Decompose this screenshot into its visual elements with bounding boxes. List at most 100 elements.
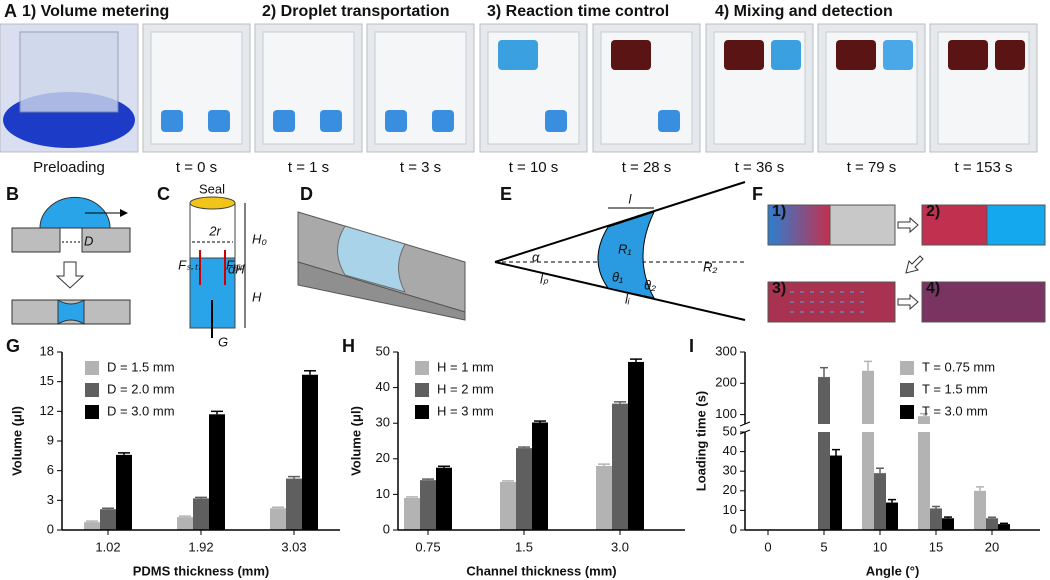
x-tick-label: 3.0 — [611, 539, 629, 554]
liquid — [337, 225, 407, 293]
y-tick-label: 10 — [723, 502, 737, 517]
liquid — [385, 110, 407, 132]
label: θ₁ — [612, 269, 623, 284]
label: F — [752, 184, 763, 204]
bar — [516, 448, 532, 530]
label: A — [4, 1, 17, 21]
legend-label: T = 1.5 mm — [922, 381, 988, 396]
chip — [19, 31, 119, 113]
bar — [286, 478, 302, 530]
y-tick-label: 200 — [715, 375, 737, 390]
label: R₂ — [703, 259, 717, 274]
label: 3) Reaction time control — [487, 3, 669, 20]
label: l — [629, 191, 633, 206]
legend-label: T = 3.0 mm — [922, 403, 988, 418]
label: 4) Mixing and detection — [715, 3, 893, 20]
droplet — [39, 196, 111, 229]
y-tick-label: 18 — [40, 343, 54, 358]
bar — [986, 518, 998, 530]
y-tick-label: 50 — [723, 423, 737, 438]
bar — [270, 508, 286, 530]
block — [11, 227, 61, 253]
liquid — [161, 110, 183, 132]
bar — [862, 370, 874, 530]
bar — [193, 498, 209, 530]
y-tick-label: 6 — [47, 462, 54, 477]
y-tick-label: 3 — [47, 492, 54, 507]
liquid — [658, 110, 680, 132]
label: E — [500, 184, 512, 204]
liquid — [273, 110, 295, 132]
y-tick-label: 300 — [715, 343, 737, 358]
bar — [596, 465, 612, 530]
bar — [500, 481, 516, 530]
label: lᵢ — [625, 291, 630, 306]
slug — [921, 204, 988, 246]
panel-label: G — [6, 336, 20, 356]
x-tick-label: 1.92 — [188, 539, 213, 554]
block — [81, 227, 131, 253]
legend-swatch — [415, 383, 429, 397]
legend-label: H = 1 mm — [437, 359, 494, 374]
bar — [998, 524, 1010, 530]
x-tick-label: 5 — [820, 539, 827, 554]
break-mark — [739, 421, 751, 427]
y-tick-label: 0 — [47, 521, 54, 536]
label: C — [157, 184, 170, 204]
x-tick-label: 10 — [873, 539, 887, 554]
label: 1) Volume metering — [22, 3, 169, 20]
liquid — [597, 211, 655, 299]
arrow — [897, 216, 919, 234]
y-tick-label: 0 — [730, 521, 737, 536]
bar — [818, 377, 830, 530]
label: H — [252, 289, 262, 304]
bar — [209, 414, 225, 530]
label: 2) Droplet transportation — [262, 3, 450, 20]
x-tick-label: 0 — [764, 539, 771, 554]
label: 1) — [772, 203, 786, 220]
y-tick-label: 20 — [723, 482, 737, 497]
x-tick-label: 3.03 — [281, 539, 306, 554]
legend-label: H = 2 mm — [437, 381, 494, 396]
down-arrow — [55, 261, 85, 289]
liquid — [498, 40, 538, 70]
label: t = 10 s — [509, 159, 559, 176]
label: t = 79 s — [847, 159, 897, 176]
arrow — [905, 255, 924, 274]
liquid — [57, 299, 85, 325]
x-axis-label: PDMS thickness (mm) — [133, 563, 270, 578]
label: Seal — [199, 181, 225, 196]
y-tick-label: 10 — [376, 486, 390, 501]
liquid — [771, 40, 801, 70]
liquid — [208, 110, 230, 132]
x-tick-label: 1.5 — [515, 539, 533, 554]
liquid — [724, 40, 764, 70]
label: t = 3 s — [400, 159, 441, 176]
label: α — [532, 249, 540, 264]
label: D — [300, 184, 313, 204]
legend-swatch — [85, 383, 99, 397]
x-axis-label: Channel thickness (mm) — [466, 563, 616, 578]
liquid — [611, 40, 651, 70]
label: t = 1 s — [288, 159, 329, 176]
slug — [921, 281, 1046, 323]
bar — [886, 502, 898, 530]
y-tick-label: 20 — [376, 450, 390, 465]
slug — [829, 204, 896, 246]
liquid — [545, 110, 567, 132]
bar — [177, 517, 193, 530]
label: t = 36 s — [735, 159, 785, 176]
y-tick-label: 30 — [376, 415, 390, 430]
liquid — [320, 110, 342, 132]
bar — [930, 508, 942, 530]
bar — [84, 522, 100, 530]
liquid — [883, 40, 913, 70]
legend-swatch — [415, 361, 429, 375]
y-axis-label: Volume (μl) — [348, 406, 363, 476]
x-tick-label: 15 — [929, 539, 943, 554]
legend-label: H = 3 mm — [437, 403, 494, 418]
bar — [532, 422, 548, 530]
y-tick-label: 30 — [723, 463, 737, 478]
label: D — [84, 233, 93, 248]
